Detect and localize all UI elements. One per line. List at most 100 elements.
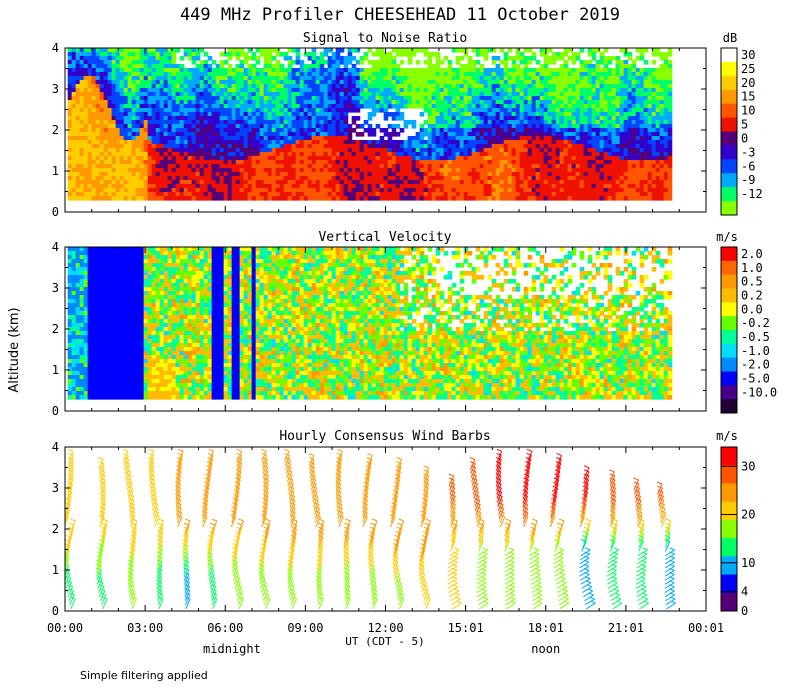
snr-cell [119, 84, 125, 89]
snr-cell [583, 124, 589, 129]
snr-cell [319, 96, 325, 101]
snr-cell [67, 76, 73, 81]
snr-cell [171, 180, 177, 185]
snr-cell [507, 56, 513, 61]
snr-cell [375, 180, 381, 185]
snr-cell [551, 104, 557, 109]
snr-cell [375, 156, 381, 161]
snr-cell [619, 164, 625, 169]
snr-cell [159, 128, 165, 133]
snr-cell [135, 152, 141, 157]
snr-cell [187, 112, 193, 117]
snr-cell [259, 88, 265, 93]
snr-cell [315, 56, 321, 61]
snr-cell [447, 104, 453, 109]
snr-cell [123, 52, 129, 57]
snr-cell [79, 72, 85, 77]
snr-cell [143, 104, 149, 109]
snr-cell [379, 52, 385, 57]
snr-cell [595, 184, 601, 189]
snr-cell [607, 92, 613, 97]
snr-cell [431, 124, 437, 129]
snr-cell [443, 132, 449, 137]
snr-cell [387, 144, 393, 149]
snr-cell [127, 152, 133, 157]
snr-cell [235, 168, 241, 173]
snr-cell [587, 152, 593, 157]
snr-cell [391, 124, 397, 129]
snr-cell [355, 48, 361, 53]
snr-cell [563, 192, 569, 197]
snr-cell [91, 52, 97, 57]
snr-cell [263, 92, 269, 97]
snr-cell [147, 112, 153, 117]
snr-cell [315, 144, 321, 149]
snr-cell [171, 92, 177, 97]
snr-cell [483, 164, 489, 169]
snr-cell [419, 180, 425, 185]
snr-cell [539, 144, 545, 149]
snr-cell [339, 196, 345, 201]
snr-cell [587, 140, 593, 145]
snr-cell [511, 124, 517, 129]
snr-cell [595, 112, 601, 117]
snr-cell [607, 108, 613, 113]
snr-cell [167, 84, 173, 89]
snr-cell [115, 188, 121, 193]
snr-cell [555, 128, 561, 133]
snr-cell [467, 80, 473, 85]
snr-cell [591, 172, 597, 177]
snr-cell [367, 140, 373, 145]
snr-cell [207, 84, 213, 89]
snr-cell [127, 52, 133, 57]
snr-cell [575, 132, 581, 137]
snr-cell [435, 72, 441, 77]
snr-cell [523, 192, 529, 197]
snr-cell [579, 168, 585, 173]
snr-cell [211, 144, 217, 149]
snr-cell [455, 180, 461, 185]
snr-cell [455, 120, 461, 125]
snr-cell [543, 172, 549, 177]
snr-cell [279, 136, 285, 141]
snr-cell [163, 64, 169, 69]
snr-cell [215, 88, 221, 93]
snr-cell [435, 76, 441, 81]
snr-cell [235, 144, 241, 149]
snr-cell [111, 120, 117, 125]
snr-cell [271, 132, 277, 137]
snr-cell [535, 68, 541, 73]
snr-cell [507, 184, 513, 189]
snr-cell [267, 144, 273, 149]
snr-cell [103, 132, 109, 137]
snr-cell [311, 136, 317, 141]
snr-cell [75, 64, 81, 69]
snr-cell [227, 96, 233, 101]
snr-cell [455, 116, 461, 121]
snr-cell [319, 56, 325, 61]
snr-cell [111, 196, 117, 201]
snr-cell [575, 128, 581, 133]
snr-cell [131, 52, 137, 57]
snr-cell [355, 92, 361, 97]
snr-cell [415, 80, 421, 85]
snr-cell [535, 88, 541, 93]
snr-cell [547, 180, 553, 185]
snr-cell [107, 144, 113, 149]
snr-cell [587, 60, 593, 65]
snr-cell [391, 132, 397, 137]
snr-cell [443, 80, 449, 85]
snr-cell [475, 96, 481, 101]
snr-cell [283, 104, 289, 109]
snr-cell [143, 76, 149, 81]
snr-cell [623, 80, 629, 85]
snr-cell [379, 128, 385, 133]
snr-cell [139, 84, 145, 89]
snr-cell [523, 156, 529, 161]
snr-cell [367, 76, 373, 81]
snr-cell [583, 188, 589, 193]
snr-cell [563, 72, 569, 77]
snr-cell [87, 196, 93, 201]
snr-cell [539, 108, 545, 113]
snr-cell [383, 100, 389, 105]
